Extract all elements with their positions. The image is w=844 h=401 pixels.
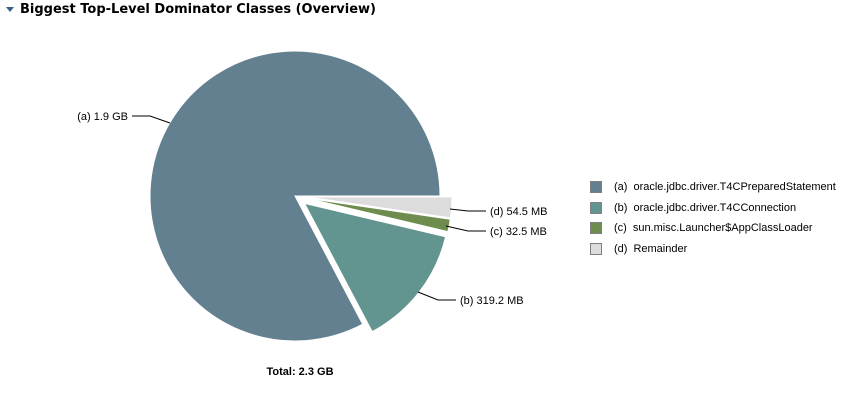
legend-key: (b): [614, 201, 628, 214]
legend-item-c: (c) sun.misc.Launcher$AppClassLoader: [590, 218, 836, 239]
collapse-toggle[interactable]: [0, 0, 20, 20]
legend-key: (c): [614, 222, 627, 235]
slice-label-a: (a) 1.9 GB: [77, 111, 128, 123]
leader-line-c: [445, 225, 486, 232]
legend-item-d: (d) Remainder: [590, 239, 836, 260]
legend-label: oracle.jdbc.driver.T4CConnection: [633, 201, 797, 214]
section-header: Biggest Top-Level Dominator Classes (Ove…: [0, 0, 376, 20]
section-title: Biggest Top-Level Dominator Classes (Ove…: [20, 2, 376, 17]
slice-label-b: (b) 319.2 MB: [460, 295, 524, 307]
chart-legend: (a) oracle.jdbc.driver.T4CPreparedStateme…: [590, 177, 836, 259]
triangle-down-icon: [6, 7, 14, 12]
legend-label: oracle.jdbc.driver.T4CPreparedStatement: [633, 181, 836, 194]
legend-swatch: [590, 201, 602, 214]
leader-line-a: [132, 115, 171, 124]
slice-label-c: (c) 32.5 MB: [490, 226, 547, 238]
pie-slice-c[interactable]: [306, 197, 451, 233]
slice-label-d: (d) 54.5 MB: [490, 206, 547, 218]
legend-key: (a): [614, 181, 628, 194]
legend-key: (d): [614, 242, 628, 255]
pie-slice-a[interactable]: [149, 50, 441, 342]
legend-item-b: (b) oracle.jdbc.driver.T4CConnection: [590, 198, 836, 219]
legend-swatch: [590, 242, 602, 255]
legend-label: Remainder: [633, 242, 688, 255]
legend-item-a: (a) oracle.jdbc.driver.T4CPreparedStateme…: [590, 177, 836, 198]
leader-line-d: [449, 208, 486, 212]
pie-slice-d[interactable]: [306, 196, 453, 219]
leader-line-b: [417, 291, 456, 301]
legend-label: sun.misc.Launcher$AppClassLoader: [632, 222, 813, 235]
total-label: Total: 2.3 GB: [266, 366, 333, 378]
legend-swatch: [590, 181, 602, 194]
legend-swatch: [590, 222, 602, 235]
